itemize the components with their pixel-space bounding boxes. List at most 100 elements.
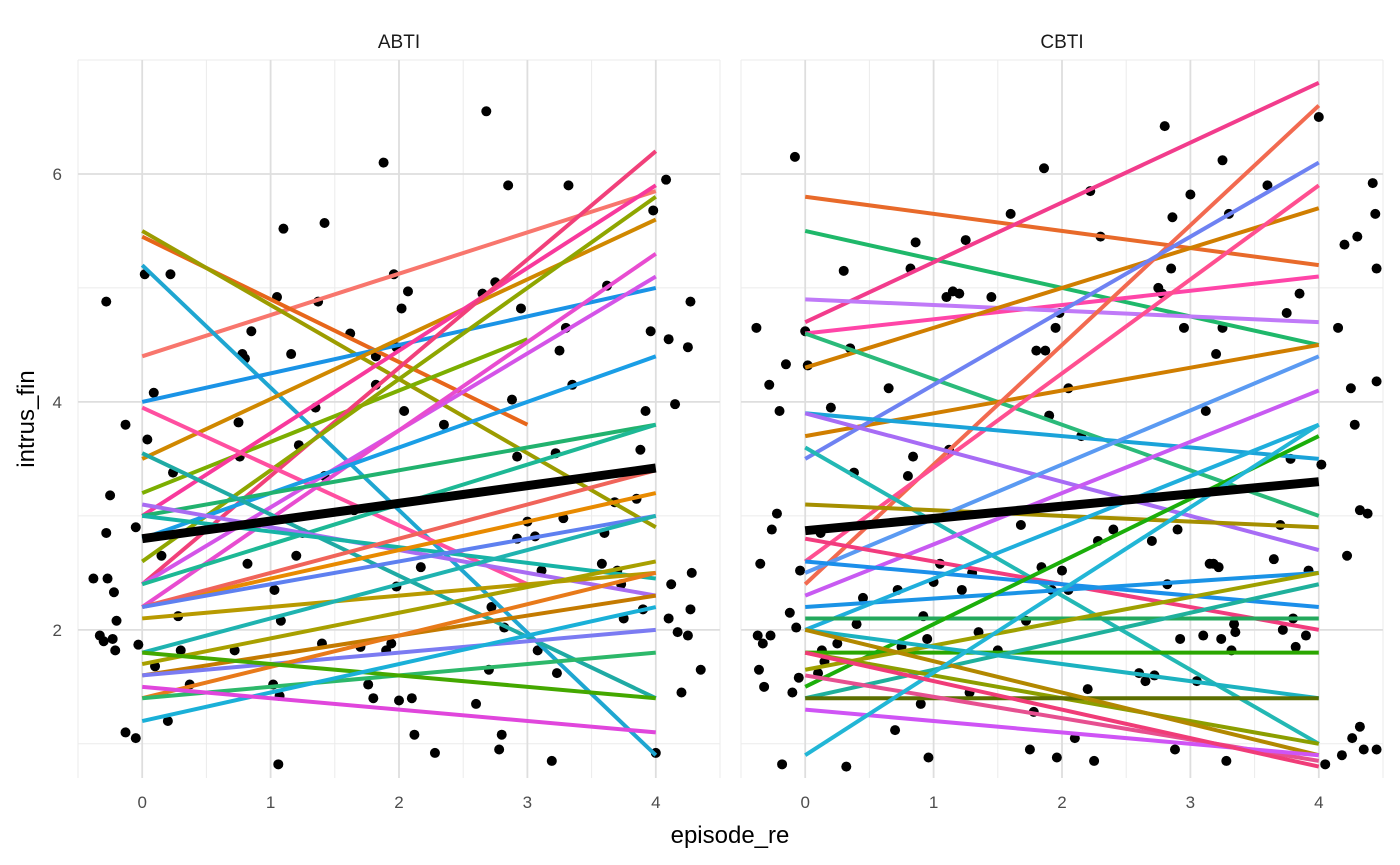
subject-regression-line <box>142 627 656 678</box>
subject-regression-line <box>804 411 1320 552</box>
subject-regression-line <box>805 502 1319 530</box>
x-tick-label: 2 <box>394 793 403 812</box>
subject-regression-line <box>804 570 1320 672</box>
data-point <box>1367 178 1378 189</box>
subject-regression-line <box>142 650 656 701</box>
data-point <box>640 406 651 417</box>
data-point <box>1370 208 1381 219</box>
data-point <box>506 394 517 405</box>
data-point <box>406 693 417 704</box>
data-point <box>1347 733 1358 744</box>
data-point <box>98 636 109 647</box>
data-point <box>394 695 404 706</box>
subject-regression-line <box>141 605 657 723</box>
data-point <box>686 567 697 578</box>
data-point <box>1051 752 1062 763</box>
data-point <box>1313 111 1324 122</box>
data-point <box>1175 633 1186 644</box>
data-point <box>1039 163 1050 174</box>
data-point <box>960 235 971 246</box>
subject-regression-line <box>803 104 1321 586</box>
data-point <box>954 288 965 299</box>
data-point <box>757 638 768 649</box>
data-point <box>1169 744 1180 755</box>
data-point <box>402 286 413 297</box>
data-point <box>789 151 800 162</box>
data-point <box>759 681 770 692</box>
mean-regression-line <box>804 477 1320 536</box>
data-point <box>1320 759 1331 770</box>
data-point <box>1354 505 1365 516</box>
data-point <box>780 359 791 370</box>
data-point <box>1050 322 1061 333</box>
data-point <box>481 106 492 117</box>
data-point <box>661 174 672 185</box>
data-point <box>1277 624 1288 635</box>
data-point <box>1146 535 1157 546</box>
data-point <box>1031 345 1042 356</box>
data-point <box>107 633 118 644</box>
data-point <box>286 349 297 360</box>
data-point <box>1024 744 1035 755</box>
data-point <box>291 550 302 561</box>
data-point <box>766 524 777 535</box>
data-point <box>1167 212 1178 223</box>
subject-regression-line <box>141 513 657 610</box>
data-point <box>1371 376 1382 387</box>
data-point <box>793 672 804 683</box>
data-point <box>1262 180 1273 191</box>
subject-regression-line <box>804 160 1320 461</box>
data-point <box>1213 562 1224 573</box>
subject-regression-line <box>141 354 657 541</box>
x-tick-label: 1 <box>929 793 938 812</box>
data-point <box>102 573 113 584</box>
data-point <box>1015 519 1026 530</box>
data-point <box>666 579 677 590</box>
data-point <box>663 613 674 624</box>
data-point <box>1217 155 1228 166</box>
panel-title-cbti: CBTI <box>1040 32 1083 53</box>
subject-regression-line <box>804 423 1320 757</box>
data-point <box>915 698 926 709</box>
data-point <box>832 638 843 649</box>
x-tick-label: 0 <box>800 793 809 812</box>
subject-regression-line <box>141 337 529 495</box>
subject-regression-line <box>804 206 1320 370</box>
y-axis-ticks: 2 4 6 <box>53 165 62 640</box>
data-point <box>101 527 112 538</box>
subject-regression-line <box>804 627 1320 758</box>
data-point <box>1290 641 1301 652</box>
data-point <box>1358 744 1369 755</box>
data-point <box>1342 550 1353 561</box>
data-point <box>787 687 798 698</box>
data-point <box>554 345 565 356</box>
data-point <box>1316 459 1327 470</box>
data-point <box>890 725 901 736</box>
data-point <box>670 399 681 410</box>
data-point <box>755 558 766 569</box>
data-point <box>1172 524 1183 535</box>
data-point <box>512 451 523 462</box>
data-point <box>515 303 526 314</box>
data-point <box>110 645 121 656</box>
data-point <box>676 687 687 698</box>
data-point <box>273 759 284 770</box>
data-point <box>902 470 913 481</box>
subject-regression-line <box>804 650 1320 769</box>
data-point <box>386 638 397 649</box>
data-point <box>242 558 253 569</box>
data-point <box>1294 288 1305 299</box>
data-point <box>1221 755 1232 766</box>
data-point <box>1352 231 1363 242</box>
y-tick-label: 2 <box>53 621 62 640</box>
x-tick-label: 4 <box>1314 793 1323 812</box>
data-point <box>841 761 852 772</box>
x-tick-label: 4 <box>651 793 660 812</box>
data-point <box>648 205 659 216</box>
data-point <box>142 434 153 445</box>
data-point <box>795 565 806 576</box>
data-point <box>429 747 440 758</box>
x-tick-label: 3 <box>1186 793 1195 812</box>
data-point <box>838 265 849 276</box>
data-point <box>399 406 410 417</box>
